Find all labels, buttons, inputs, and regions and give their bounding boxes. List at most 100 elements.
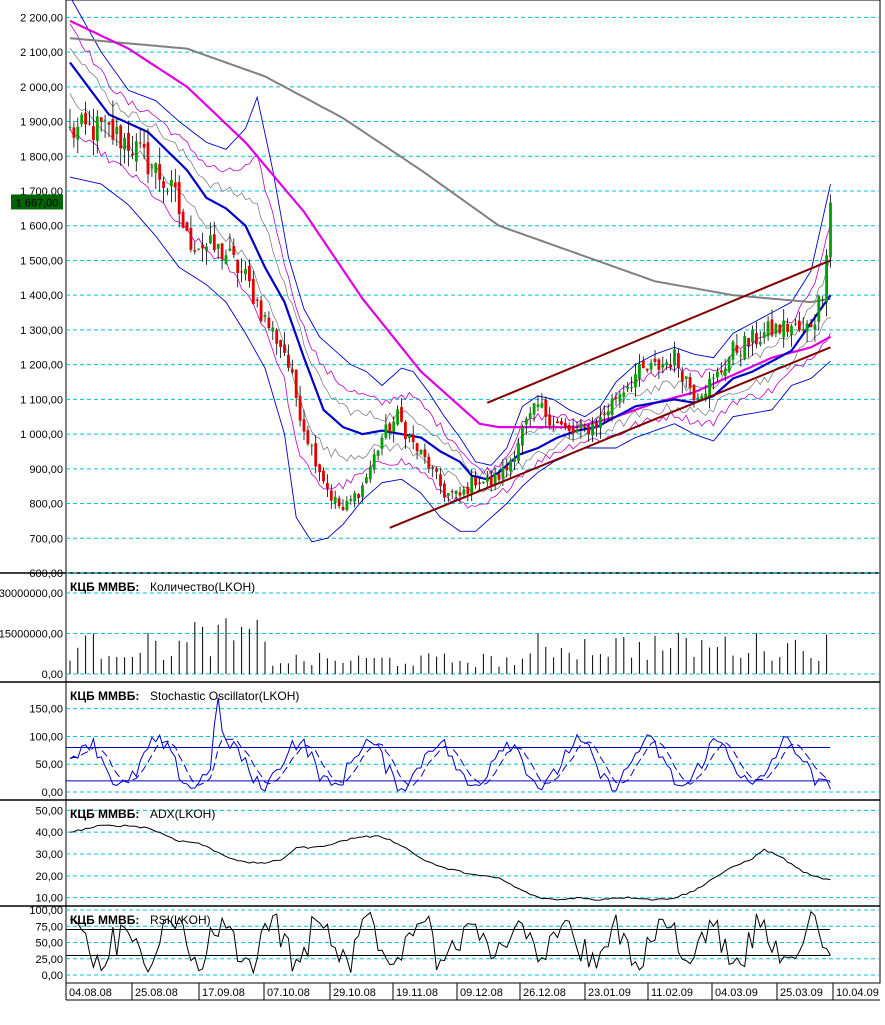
candle-body	[228, 248, 232, 251]
candle-body	[255, 299, 259, 301]
price-tick-label: 1 800,00	[20, 151, 63, 163]
candle-body	[443, 483, 446, 498]
candle-body	[333, 496, 337, 503]
x-tick-label: 26.12.08	[523, 987, 566, 999]
candle-body	[762, 332, 766, 338]
price-tick-label: 1 600,00	[20, 221, 63, 233]
candle-body	[638, 364, 641, 378]
candle-body	[485, 477, 489, 482]
candle-body	[454, 490, 458, 494]
candle-body	[579, 424, 583, 429]
candle-body	[731, 341, 735, 360]
indicator-band-line	[69, 176, 831, 543]
candle-body	[431, 467, 435, 469]
candle-body	[739, 355, 743, 357]
candle-body	[805, 323, 809, 332]
candle-body	[591, 424, 594, 436]
panel-title: Количество(LKOH)	[150, 580, 255, 594]
candle-body	[131, 153, 134, 156]
candle-body	[232, 246, 236, 255]
adx-panel: 50,00 40,00 30,00 20,00 10,00 КЦБ ММВБ: ADX(LK…	[35, 805, 880, 905]
candle-body	[770, 319, 774, 336]
candle-body	[497, 473, 501, 480]
candle-body	[801, 329, 805, 331]
candle-body	[489, 476, 493, 486]
candle-body	[719, 370, 723, 373]
candle-body	[107, 122, 111, 125]
candle-body	[337, 498, 341, 507]
candle-body	[790, 325, 793, 335]
candle-body	[279, 340, 282, 348]
x-tick-label: 25.03.09	[780, 987, 823, 999]
candle-body	[283, 344, 286, 353]
candle-body	[368, 466, 372, 480]
candle-body	[692, 384, 696, 401]
candle-body	[817, 295, 821, 322]
candle-body	[209, 235, 212, 244]
candle-body	[92, 126, 95, 141]
candle-body	[396, 409, 399, 425]
candle-body	[353, 493, 357, 502]
candle-body	[626, 386, 630, 389]
x-tick-label: 09.12.08	[460, 987, 503, 999]
indicator-band-line	[69, 128, 831, 509]
volume-tick-label: 15000000,00	[0, 629, 63, 641]
price-tick-label: 900,00	[29, 464, 63, 476]
price-tick-label: 2 100,00	[20, 47, 63, 59]
candle-body	[563, 422, 567, 428]
current-price-tag	[11, 194, 63, 210]
candle-body	[322, 470, 325, 482]
candle-body	[755, 333, 758, 345]
candle-body	[326, 483, 329, 489]
candle-body	[829, 202, 832, 258]
price-tick-label: 1 900,00	[20, 117, 63, 129]
stochastic-k-line	[69, 697, 831, 792]
candle-body	[813, 324, 817, 330]
candle-body	[290, 369, 294, 373]
candle-body	[474, 477, 477, 486]
candle-body	[142, 143, 146, 148]
candle-body	[306, 430, 310, 444]
candle-body	[123, 137, 126, 150]
candle-body	[185, 222, 189, 231]
adx-tick-label: 20,00	[35, 871, 63, 883]
rsi-tick-label: 75,00	[35, 921, 63, 933]
candle-body	[587, 425, 591, 435]
indicator-band-line	[71, 0, 831, 466]
candle-body	[138, 142, 142, 144]
candle-body	[251, 279, 255, 304]
candle-body	[513, 457, 516, 462]
candle-body	[645, 368, 649, 371]
candle-body	[88, 123, 91, 125]
candle-body	[536, 404, 540, 407]
candle-body	[821, 299, 825, 301]
candle-body	[786, 323, 789, 332]
channel-upper	[486, 259, 831, 404]
candle-body	[665, 362, 669, 366]
candle-body	[716, 371, 719, 378]
candle-body	[248, 265, 251, 282]
adx-tick-label: 10,00	[35, 893, 63, 905]
stochastic-tick-label: 150,00	[29, 704, 63, 716]
candle-body	[727, 357, 731, 372]
price-tick-label: 700,00	[29, 533, 63, 545]
volume-panel: 30000000,00 15000000,00 0,00 КЦБ ММВБ: Колич…	[0, 580, 880, 681]
candle-body	[267, 317, 271, 329]
candle-body	[95, 116, 99, 141]
volume-tick-label: 0,00	[42, 669, 63, 681]
x-tick-label: 19.11.08	[396, 987, 438, 999]
candle-body	[76, 126, 80, 140]
channel-lower	[389, 346, 831, 529]
x-tick-label: 07.10.08	[267, 987, 310, 999]
candle-body	[407, 435, 411, 439]
volume-tick-label: 30000000,00	[0, 588, 63, 600]
price-tick-label: 1 300,00	[20, 325, 63, 337]
current-price-label: 1 667,00	[16, 197, 59, 209]
candle-body	[575, 429, 579, 433]
candle-body	[294, 369, 298, 398]
candle-body	[275, 329, 279, 344]
candle-body	[462, 489, 466, 495]
candle-body	[723, 369, 727, 376]
